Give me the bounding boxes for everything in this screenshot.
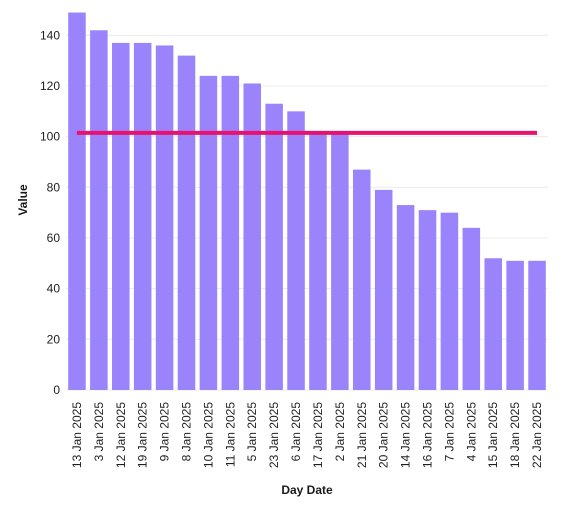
y-tick-label: 60: [47, 231, 61, 245]
x-tick-label: 16 Jan 2025: [421, 402, 435, 468]
bar: [155, 45, 174, 390]
x-tick-label: 10 Jan 2025: [201, 402, 215, 468]
bar: [506, 260, 524, 390]
bar: [440, 212, 459, 390]
x-tick-label: 11 Jan 2025: [223, 402, 237, 467]
x-tick-label: 6 Jan 2025: [289, 402, 303, 462]
x-axis-title: Day Date: [281, 483, 333, 497]
y-tick-label: 40: [47, 282, 61, 296]
bar: [353, 169, 371, 390]
bar: [418, 210, 437, 390]
y-tick-label: 0: [53, 383, 60, 397]
bar: [68, 12, 86, 391]
x-tick-label: 4 Jan 2025: [464, 402, 478, 462]
x-tick-label: 2 Jan 2025: [333, 402, 347, 462]
bar: [331, 134, 349, 390]
x-tick-label: 13 Jan 2025: [70, 402, 84, 468]
x-tick-label: 21 Jan 2025: [355, 402, 369, 468]
x-tick-label: 23 Jan 2025: [267, 402, 281, 468]
x-tick-label: 22 Jan 2025: [530, 402, 544, 468]
y-tick-label: 140: [40, 28, 60, 42]
bar: [287, 111, 305, 390]
bar: [112, 42, 130, 390]
y-axis-title: Value: [16, 184, 30, 216]
x-tick-label: 8 Jan 2025: [180, 402, 194, 462]
bar: [265, 103, 283, 390]
x-tick-label: 18 Jan 2025: [508, 402, 522, 468]
x-tick-label: 19 Jan 2025: [136, 402, 150, 468]
y-tick-label: 120: [40, 79, 60, 93]
bar: [396, 205, 415, 390]
bar: [133, 42, 152, 390]
bar: [484, 258, 502, 390]
x-tick-label: 5 Jan 2025: [245, 402, 259, 462]
x-tick-label: 14 Jan 2025: [399, 402, 413, 468]
bar: [243, 83, 261, 390]
y-tick-label: 100: [40, 130, 60, 144]
bar: [90, 30, 108, 391]
bar: [462, 227, 481, 390]
x-tick-label: 12 Jan 2025: [114, 402, 128, 468]
x-tick-label: 15 Jan 2025: [486, 402, 500, 468]
x-tick-label: 17 Jan 2025: [311, 402, 325, 468]
bar: [199, 75, 218, 390]
x-tick-label: 3 Jan 2025: [92, 402, 106, 462]
bar: [374, 189, 393, 390]
bar: [221, 75, 240, 390]
y-tick-label: 20: [47, 332, 61, 346]
bars: [68, 12, 546, 391]
bar: [177, 55, 196, 390]
x-tick-label: 7 Jan 2025: [442, 402, 456, 462]
x-tick-label: 20 Jan 2025: [377, 402, 391, 468]
y-tick-label: 80: [47, 180, 61, 194]
x-tick-labels: 13 Jan 2025 3 Jan 2025 12 Jan 2025 19 Jan 2…: [70, 402, 544, 468]
bar: [528, 260, 546, 390]
x-tick-label: 9 Jan 2025: [158, 402, 172, 462]
y-tick-labels: 0 20 40 60 80 100 120 140: [40, 28, 60, 397]
bar: [309, 134, 327, 390]
